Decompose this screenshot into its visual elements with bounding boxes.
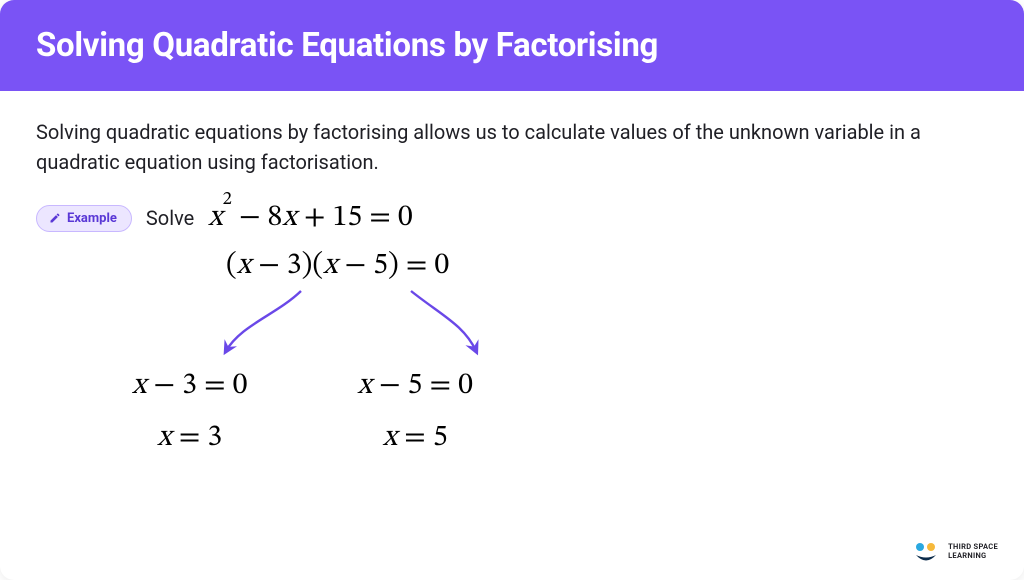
- branch-right-eq2: x = 5: [383, 419, 448, 457]
- math-fvar1: x: [237, 251, 251, 281]
- pencil-icon: [49, 212, 61, 224]
- br-t2: = 5: [397, 423, 448, 453]
- arrow-left: [226, 291, 301, 351]
- bl-t2: = 3: [172, 423, 223, 453]
- branch-right: x − 5 = 0 x = 5: [357, 367, 472, 457]
- brand-dots-icon: [912, 540, 940, 564]
- branch-left-eq2: x = 3: [157, 419, 222, 457]
- example-badge: Example: [36, 205, 132, 232]
- bl-t1: − 3 = 0: [146, 371, 247, 401]
- br-var2: x: [383, 423, 397, 453]
- math-ft2: − 5) = 0: [337, 251, 449, 281]
- math-var2: x: [282, 203, 296, 233]
- math-op2: + 15 = 0: [297, 203, 413, 233]
- math-var: x: [208, 203, 222, 233]
- card-header: Solving Quadratic Equations by Factorisi…: [0, 0, 1024, 91]
- bl-var2: x: [157, 423, 171, 453]
- brand-logo: THIRD SPACE LEARNING: [912, 540, 998, 564]
- intro-text: Solving quadratic equations by factorisi…: [36, 117, 988, 177]
- split-arrows: [186, 285, 706, 363]
- page-title: Solving Quadratic Equations by Factorisi…: [36, 26, 658, 65]
- br-var1: x: [357, 371, 371, 401]
- math-fvar2: x: [323, 251, 337, 281]
- brand-line2: LEARNING: [948, 552, 998, 561]
- branch-right-eq1: x − 5 = 0: [357, 367, 472, 405]
- equation-factored: (x − 3)(x − 5) = 0: [226, 247, 988, 285]
- example-badge-label: Example: [67, 211, 117, 226]
- solution-branches: x − 3 = 0 x = 3 x − 5 = 0 x = 5: [132, 367, 988, 457]
- branch-left: x − 3 = 0 x = 3: [132, 367, 247, 457]
- example-row: Example Solve x2 − 8x + 15 = 0: [36, 199, 988, 237]
- solve-label: Solve: [146, 206, 194, 230]
- math-op1: − 8: [232, 203, 283, 233]
- arrow-right: [411, 291, 476, 351]
- math-ft1: − 3)(: [251, 251, 323, 281]
- card-content: Solving quadratic equations by factorisi…: [0, 91, 1024, 457]
- br-t1: − 5 = 0: [372, 371, 473, 401]
- equation-original: x2 − 8x + 15 = 0: [208, 199, 412, 237]
- branch-left-eq1: x − 3 = 0: [132, 367, 247, 405]
- math-exp: 2: [223, 191, 232, 209]
- brand-text: THIRD SPACE LEARNING: [948, 543, 998, 560]
- math-paren: (: [226, 251, 237, 281]
- lesson-card: Solving Quadratic Equations by Factorisi…: [0, 0, 1024, 580]
- bl-var1: x: [132, 371, 146, 401]
